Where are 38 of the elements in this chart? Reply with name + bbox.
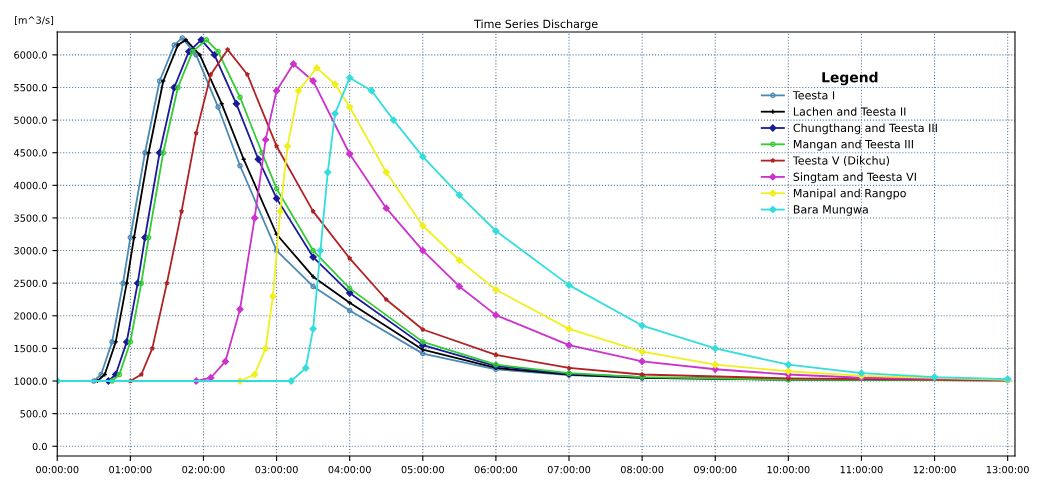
x-tick-label: 05:00:00 — [401, 465, 444, 474]
x-tick-label: 10:00:00 — [767, 465, 810, 474]
legend-label: Singtam and Teesta VI — [793, 172, 916, 184]
x-tick-label: 11:00:00 — [840, 465, 883, 474]
legend-label: Mangan and Teesta III — [793, 139, 913, 151]
x-tick-label: 06:00:00 — [474, 465, 518, 474]
legend-label: Teesta I — [792, 91, 835, 100]
y-tick-label: 5000.0 — [14, 116, 47, 124]
y-tick-label: 0.0 — [32, 442, 47, 451]
x-tick-label: 13:00:00 — [986, 465, 1029, 474]
y-tick-label: 4000.0 — [13, 181, 47, 190]
y-tick-label: 1000.0 — [14, 377, 47, 385]
x-tick-label: 01:00:00 — [109, 465, 152, 474]
y-tick-label: 1500.0 — [14, 344, 47, 353]
y-axis-title: [m^3/s] — [14, 16, 54, 25]
x-tick-label: 00:00:00 — [36, 465, 79, 474]
legend-label: Bara Mungwa — [793, 205, 868, 216]
x-tick-label: 02:00:00 — [182, 465, 225, 474]
x-tick-label: 03:00:00 — [255, 465, 298, 474]
legend-title: Legend — [822, 71, 878, 86]
y-tick-label: 4500.0 — [13, 149, 47, 157]
y-tick-label: 6000.0 — [14, 51, 47, 59]
y-tick-label: 3500.0 — [14, 214, 47, 222]
legend-label: Teesta V (Dikchu) — [792, 156, 890, 166]
chart-title: Time Series Discharge — [474, 19, 598, 31]
y-tick-label: 3000.0 — [14, 247, 47, 255]
legend-label: Manipal and Rangpo — [793, 188, 906, 200]
legend-label: Chungthang and Teesta III — [793, 123, 937, 135]
y-tick-label: 2500.0 — [14, 279, 47, 287]
x-tick-label: 08:00:00 — [620, 465, 664, 474]
x-tick-label: 04:00:00 — [328, 465, 371, 474]
x-tick-label: 09:00:00 — [694, 465, 737, 474]
x-tick-label: 07:00:00 — [547, 465, 591, 474]
x-tick-label: 12:00:00 — [913, 465, 956, 474]
y-tick-label: 500.0 — [20, 410, 47, 418]
y-tick-label: 5500.0 — [14, 83, 47, 92]
legend-label: Lachen and Teesta II — [793, 107, 906, 116]
y-tick-label: 2000.0 — [14, 312, 47, 320]
